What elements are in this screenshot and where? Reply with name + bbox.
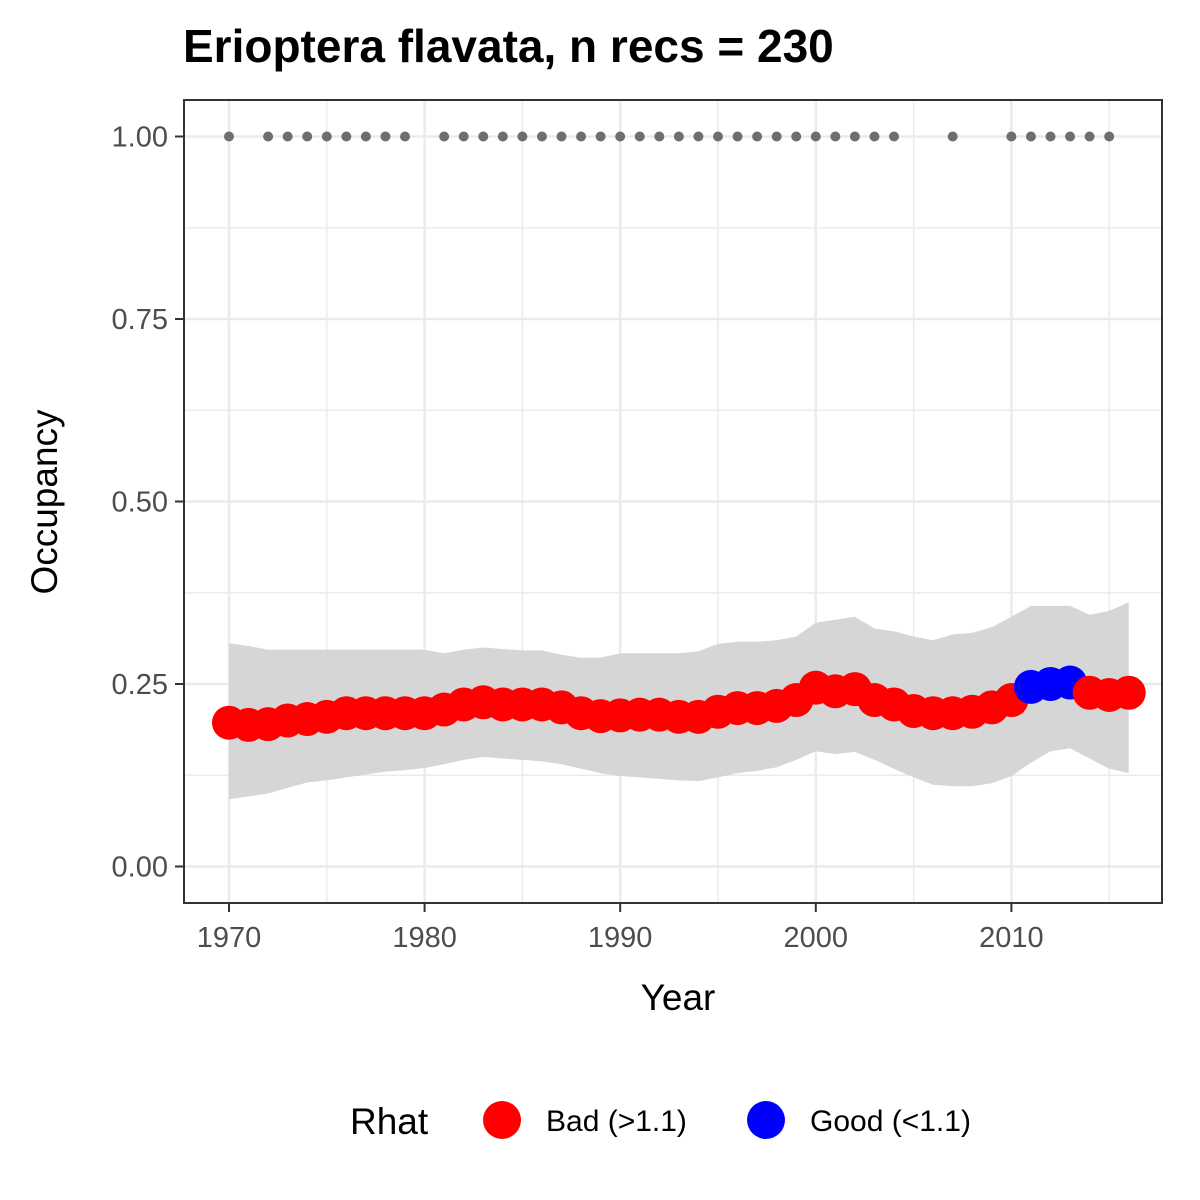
y-tick-label: 0.00	[112, 852, 168, 884]
record-point	[849, 131, 860, 142]
x-axis-title: Year	[641, 977, 716, 1018]
record-point	[302, 131, 313, 142]
record-point	[771, 131, 782, 142]
record-point	[517, 131, 528, 142]
record-point	[223, 131, 234, 142]
record-point	[497, 131, 508, 142]
legend: Rhat Bad (>1.1) Good (<1.1)	[350, 1101, 971, 1142]
record-point	[439, 131, 450, 142]
record-point	[536, 131, 547, 142]
record-point	[576, 131, 587, 142]
record-point	[282, 131, 293, 142]
record-point	[1045, 131, 1056, 142]
y-axis-title: Occupancy	[24, 409, 65, 595]
record-point	[360, 131, 371, 142]
record-point	[791, 131, 802, 142]
record-point	[673, 131, 684, 142]
chart-title: Erioptera flavata, n recs = 230	[183, 20, 834, 72]
record-point	[752, 131, 763, 142]
legend-key-good	[747, 1101, 785, 1139]
record-point	[263, 131, 274, 142]
x-tick-label: 1970	[197, 922, 262, 954]
y-tick-label: 0.50	[112, 487, 168, 519]
y-tick-label: 0.75	[112, 304, 168, 336]
legend-title: Rhat	[350, 1101, 429, 1142]
record-point	[889, 131, 900, 142]
record-point	[615, 131, 626, 142]
record-point	[634, 131, 645, 142]
record-point	[1006, 131, 1017, 142]
record-point	[556, 131, 567, 142]
y-axis: 0.00 0.25 0.50 0.75 1.00	[112, 122, 184, 884]
legend-label-good: Good (<1.1)	[810, 1105, 971, 1138]
grid-major	[184, 100, 1162, 903]
record-point	[1104, 131, 1115, 142]
record-point	[321, 131, 332, 142]
record-point	[693, 131, 704, 142]
record-point	[732, 131, 743, 142]
record-point	[947, 131, 958, 142]
y-tick-label: 1.00	[112, 122, 168, 154]
x-tick-label: 1980	[392, 922, 457, 954]
legend-key-bad	[483, 1101, 521, 1139]
record-point	[400, 131, 411, 142]
record-point	[830, 131, 841, 142]
legend-label-bad: Bad (>1.1)	[546, 1105, 687, 1138]
record-point	[1084, 131, 1095, 142]
record-point	[810, 131, 821, 142]
record-point	[1065, 131, 1076, 142]
record-point	[380, 131, 391, 142]
record-point	[478, 131, 489, 142]
record-point	[712, 131, 723, 142]
record-point	[458, 131, 469, 142]
record-point	[869, 131, 880, 142]
x-tick-label: 2010	[979, 922, 1044, 954]
record-point	[654, 131, 665, 142]
y-tick-label: 0.25	[112, 669, 168, 701]
record-point	[1025, 131, 1036, 142]
x-tick-label: 1990	[588, 922, 653, 954]
occupancy-points-layer	[211, 665, 1146, 742]
record-point	[341, 131, 352, 142]
occupancy-point-bad	[1111, 675, 1146, 710]
record-points-layer	[223, 131, 1115, 142]
x-axis: 1970 1980 1990 2000 2010	[197, 903, 1044, 954]
record-point	[595, 131, 606, 142]
x-tick-label: 2000	[784, 922, 849, 954]
